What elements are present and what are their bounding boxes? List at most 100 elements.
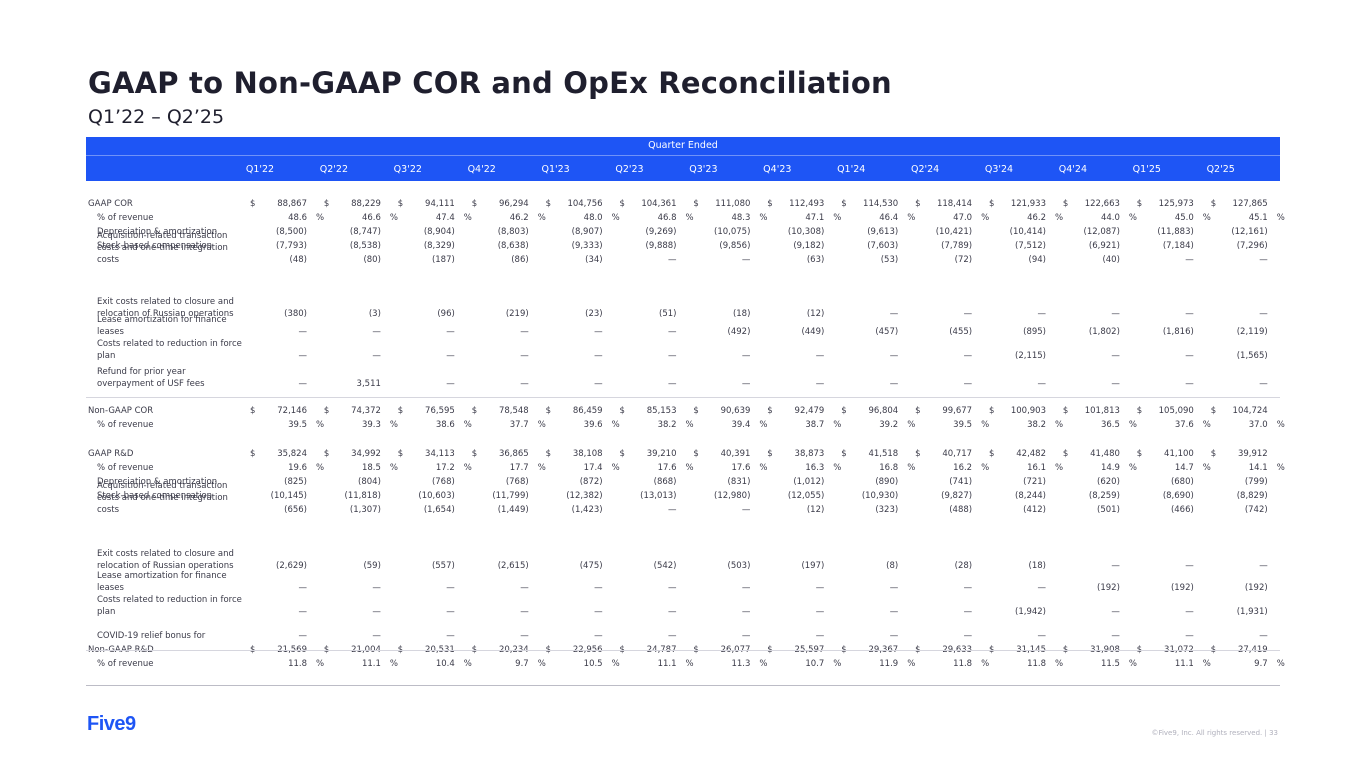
table-cell: (10,414) [1009, 227, 1046, 237]
table-cell: — [1111, 309, 1120, 319]
row-label: Depreciation & amortization [97, 227, 218, 237]
total-divider [86, 650, 1280, 651]
table-cell: (1,012) [793, 477, 825, 487]
table-cell: 96,294 [498, 199, 529, 209]
row-label: Exit costs related to closure and [97, 297, 234, 307]
dollar-sign: $ [397, 406, 404, 416]
table-cell: — [963, 309, 973, 319]
percent-sign: % [316, 659, 325, 669]
table-cell: 42,482 [1016, 449, 1046, 459]
table-cell: 11.8 [1027, 659, 1046, 669]
table-cell: 96,804 [868, 406, 899, 416]
quarter-header: Q2'25 [1206, 164, 1235, 175]
table-cell: 16.2 [953, 463, 973, 473]
row-label: relocation of Russian operations [97, 309, 234, 319]
percent-sign: % [981, 659, 990, 669]
table-header-quarters: Q1'22 Q2'22 Q3'22 Q4'22 Q1'23 Q2'23 Q3'23 Q4'23… [86, 156, 1280, 181]
table-cell: 45.0 [1174, 213, 1194, 223]
table-cell: (11,883) [1157, 227, 1194, 237]
table-cell: — [1111, 379, 1120, 389]
percent-sign: % [759, 659, 768, 669]
table-cell: 38.2 [1027, 420, 1046, 430]
table-cell: (192) [1097, 583, 1120, 593]
dollar-sign: $ [619, 449, 625, 459]
table-cell: — [1185, 351, 1194, 361]
table-cell: 44.0 [1100, 213, 1120, 223]
table-cell: — [963, 583, 973, 593]
table-cell: (872) [579, 477, 603, 487]
table-cell: (96) [437, 309, 455, 319]
percent-sign: % [907, 659, 916, 669]
row-label: Acquisition-related transaction [97, 481, 228, 491]
table-cell: (10,421) [935, 227, 973, 237]
percent-sign: % [907, 420, 916, 430]
quarter-ended-label: Quarter Ended [648, 140, 718, 151]
table-cell: — [520, 351, 529, 361]
table-cell: — [594, 607, 603, 617]
table-cell: (28) [954, 561, 973, 571]
percent-sign: % [389, 420, 398, 430]
table-cell: (86) [511, 255, 529, 265]
table-cell: (8) [886, 561, 899, 571]
table-cell: 114,530 [863, 199, 899, 209]
table-cell: (10,075) [714, 227, 751, 237]
table-cell: — [668, 255, 677, 265]
row-label: costs and one-time integration [97, 243, 228, 253]
percent-sign: % [759, 213, 768, 223]
table-cell: (7,296) [1236, 241, 1268, 251]
table-cell: 11.5 [1100, 659, 1120, 669]
table-cell: 88,867 [277, 199, 307, 209]
dollar-sign: $ [323, 199, 330, 209]
quarter-header: Q2'23 [615, 164, 644, 175]
table-cell: 74,372 [351, 406, 381, 416]
table-cell: (23) [585, 309, 603, 319]
table-cell: 11.1 [657, 659, 677, 669]
table-cell: 17.7 [509, 463, 529, 473]
table-cell: 19.6 [288, 463, 307, 473]
table-cell: 37.6 [1174, 420, 1194, 430]
table-cell: — [594, 379, 603, 389]
table-cell: (868) [653, 477, 677, 487]
table-cell: (9,888) [645, 241, 677, 251]
table-cell: 37.0 [1248, 420, 1268, 430]
table-cell: — [446, 631, 455, 641]
table-cell: — [1185, 379, 1194, 389]
table-cell: 38.6 [435, 420, 455, 430]
table-cell: 10.5 [583, 659, 603, 669]
percent-sign: % [463, 659, 472, 669]
table-cell: 11.9 [879, 659, 899, 669]
table-cell: (8,829) [1236, 491, 1268, 501]
table-cell: (94) [1028, 255, 1046, 265]
table-cell: 118,414 [936, 199, 973, 209]
table-cell: 41,100 [1164, 449, 1194, 459]
table-cell: — [298, 379, 308, 389]
table-cell: — [668, 631, 677, 641]
table-cell: 35,824 [277, 449, 307, 459]
row-label: costs [97, 255, 120, 265]
percent-sign: % [981, 463, 990, 473]
table-cell: 72,146 [277, 406, 307, 416]
table-cell: 100,903 [1010, 406, 1046, 416]
dollar-sign: $ [545, 449, 552, 459]
table-cell: 34,113 [425, 449, 455, 459]
table-cell: 39.5 [288, 420, 307, 430]
table-cell: — [668, 583, 677, 593]
table-cell: — [668, 379, 677, 389]
dollar-sign: $ [989, 449, 995, 459]
page-subtitle: Q1’22 – Q2’25 [88, 106, 225, 128]
table-cell: (12,087) [1083, 227, 1120, 237]
table-cell: (8,329) [423, 241, 455, 251]
table-cell: (8,690) [1162, 491, 1194, 501]
table-cell: 39,912 [1237, 449, 1268, 459]
table-cell: (11,799) [492, 491, 529, 501]
table-cell: — [1037, 379, 1047, 389]
table-cell: — [1111, 561, 1120, 571]
table-cell: (13,013) [640, 491, 677, 501]
table-cell: — [668, 327, 677, 337]
table-cell: (323) [875, 505, 899, 515]
percent-sign: % [1202, 463, 1211, 473]
table-cell: (1,449) [497, 505, 529, 515]
row-label: Refund for prior year [97, 367, 186, 377]
dollar-sign: $ [989, 199, 995, 209]
